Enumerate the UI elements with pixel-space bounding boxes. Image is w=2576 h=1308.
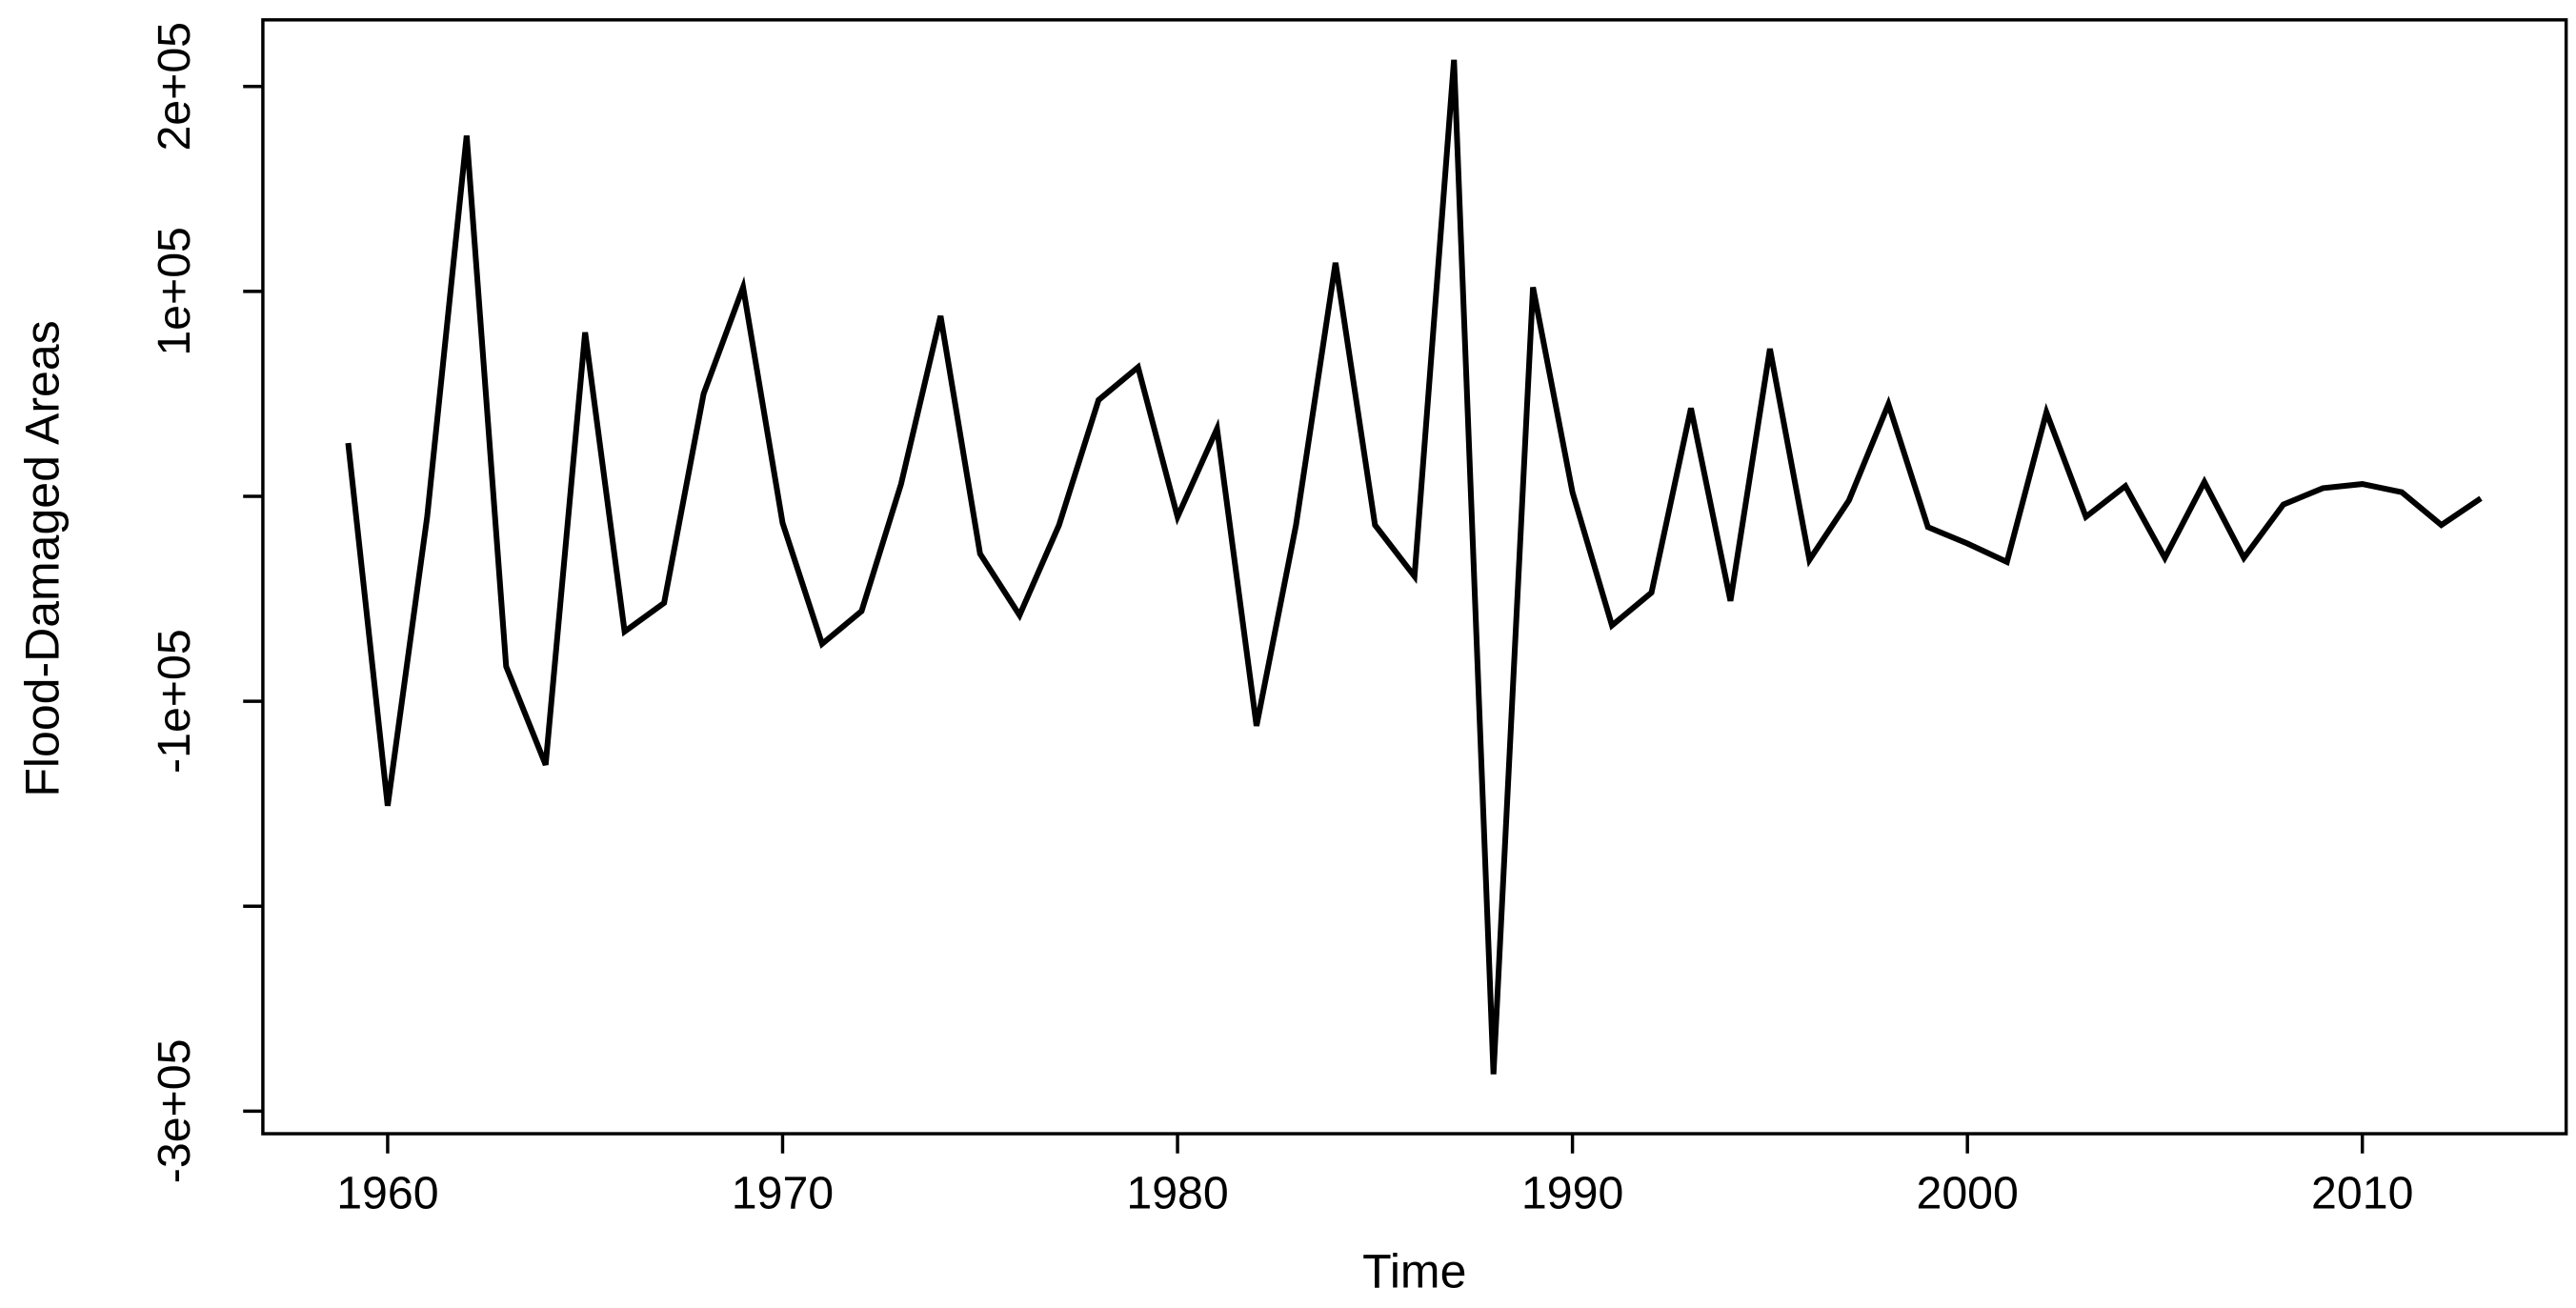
x-tick-label: 1990 bbox=[1521, 1167, 1623, 1218]
x-axis-title: Time bbox=[1362, 1245, 1466, 1298]
x-tick-label: 2010 bbox=[2311, 1167, 2413, 1218]
y-tick-label: 1e+05 bbox=[149, 227, 200, 356]
x-tick-label: 2000 bbox=[1916, 1167, 2018, 1218]
y-tick-label: -1e+05 bbox=[149, 629, 200, 774]
y-tick-label: -3e+05 bbox=[149, 1039, 200, 1184]
data-line bbox=[345, 59, 2483, 1075]
y-tick-label: 2e+05 bbox=[149, 22, 200, 151]
x-tick-label: 1970 bbox=[732, 1167, 834, 1218]
y-axis-title: Flood-Damaged Areas bbox=[15, 320, 69, 796]
plot-frame bbox=[261, 18, 2568, 1136]
x-tick-label: 1960 bbox=[336, 1167, 438, 1218]
x-tick-label: 1980 bbox=[1126, 1167, 1228, 1218]
